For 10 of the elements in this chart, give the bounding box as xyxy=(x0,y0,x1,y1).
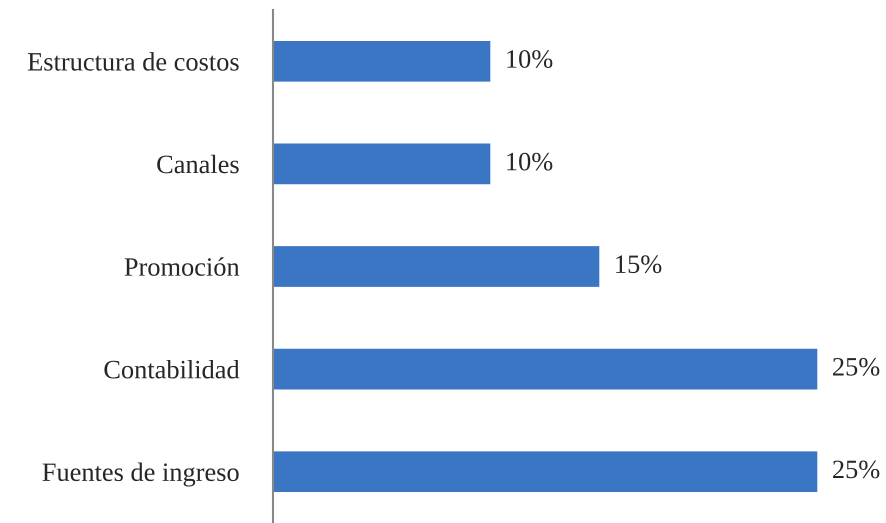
data-label: 15% xyxy=(616,255,662,274)
y-tick-label: Canales xyxy=(157,154,239,174)
data-label: 10% xyxy=(507,152,552,171)
y-tick-label: Fuentes de ingreso xyxy=(42,462,239,487)
y-tick-label: Estructura de costos xyxy=(28,52,239,71)
data-label: 10% xyxy=(507,50,552,68)
data-label: 25% xyxy=(833,358,880,376)
y-tick-label: Promoción xyxy=(124,257,240,276)
y-tick-label: Contabilidad xyxy=(104,360,240,379)
data-label: 25% xyxy=(833,460,880,478)
